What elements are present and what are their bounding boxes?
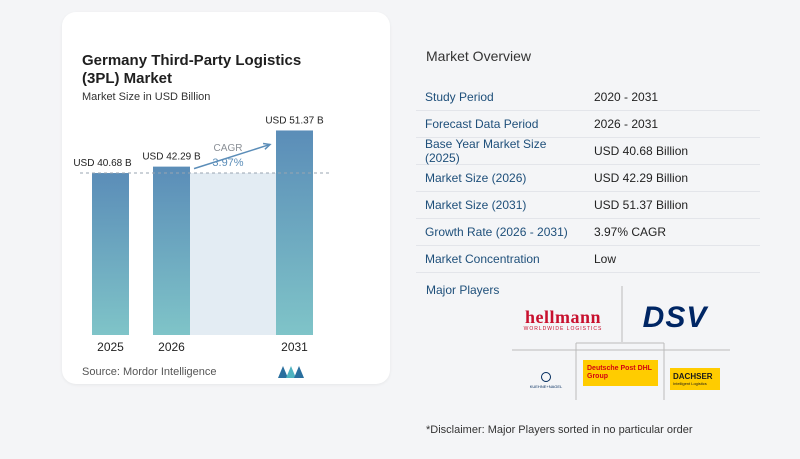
data-label-2025: USD 40.68 B: [73, 158, 132, 169]
major-players-label: Major Players: [426, 283, 500, 297]
x-tick-label-2026: 2026: [158, 340, 185, 354]
bar-2031: [276, 130, 313, 335]
dhl-logo: Deutsche Post DHL Group: [583, 360, 658, 386]
dsv-logo: DSV: [642, 301, 708, 334]
dachser-tagline: Intelligent Logistics: [673, 381, 707, 386]
row-key: Growth Rate (2026 - 2031): [425, 225, 568, 239]
forecast-band: [190, 173, 276, 335]
x-tick-label-2025: 2025: [97, 340, 124, 354]
mordor-logo-icon: [278, 366, 304, 378]
table-row: Forecast Data Period 2026 - 2031: [416, 111, 760, 138]
cagr-arrow-line: [193, 143, 271, 170]
anchor-icon: [541, 371, 551, 382]
dhl-line-1: Deutsche Post DHL: [587, 365, 652, 372]
row-value: USD 40.68 Billion: [594, 144, 689, 158]
source-note: Source: Mordor Intelligence: [82, 366, 217, 378]
table-row: Market Concentration Low: [416, 246, 760, 273]
data-label-2026: USD 42.29 B: [142, 152, 201, 163]
hellmann-name: hellmann: [524, 307, 602, 327]
row-key: Study Period: [425, 90, 494, 104]
row-value: 2020 - 2031: [594, 90, 659, 104]
cagr-arrow-head: [262, 142, 272, 150]
row-key: Base Year Market Size (2025): [425, 137, 547, 165]
market-overview-title: Market Overview: [426, 48, 532, 64]
row-value: Low: [594, 252, 617, 266]
bar-2026: [153, 166, 190, 335]
chart-subtitle: Market Size in USD Billion: [82, 91, 211, 103]
kuehne-nagel-name: KUEHNE+NAGEL: [529, 383, 563, 389]
table-row: Market Size (2031) USD 51.37 Billion: [416, 192, 760, 219]
cagr-label: CAGR: [214, 143, 243, 154]
bar-2025: [92, 173, 129, 335]
disclaimer: *Disclaimer: Major Players sorted in no …: [426, 424, 693, 436]
kuehne-nagel-logo: KUEHNE+NAGEL: [526, 368, 566, 392]
row-value: USD 51.37 Billion: [594, 198, 689, 212]
dhl-line-2: Group: [587, 373, 608, 380]
x-tick-label-2031: 2031: [281, 340, 308, 354]
row-value: USD 42.29 Billion: [594, 171, 689, 185]
row-key: Market Concentration: [425, 252, 540, 266]
cagr-value: 3.97%: [212, 157, 243, 169]
table-row: Growth Rate (2026 - 2031) 3.97% CAGR: [416, 219, 760, 246]
row-value: 3.97% CAGR: [594, 225, 667, 239]
chart-title: Germany Third-Party Logistics (3PL) Mark…: [82, 52, 302, 87]
data-label-2031: USD 51.37 B: [265, 115, 324, 126]
dachser-name: DACHSER: [673, 372, 713, 381]
hellmann-tagline: WORLDWIDE LOGISTICS: [523, 326, 603, 332]
hellmann-logo: hellmann WORLDWIDE LOGISTICS: [520, 305, 606, 335]
table-row: Study Period 2020 - 2031: [416, 84, 760, 111]
table-row: Market Size (2026) USD 42.29 Billion: [416, 165, 760, 192]
row-key: Forecast Data Period: [425, 117, 539, 131]
row-key: Market Size (2026): [425, 171, 527, 185]
overview-table: Study Period 2020 - 2031 Forecast Data Pe…: [416, 84, 760, 273]
dachser-logo: DACHSER Intelligent Logistics: [670, 368, 720, 390]
row-key: Market Size (2031): [425, 198, 527, 212]
row-value: 2026 - 2031: [594, 117, 659, 131]
table-row: Base Year Market Size (2025) USD 40.68 Bi…: [416, 137, 760, 165]
